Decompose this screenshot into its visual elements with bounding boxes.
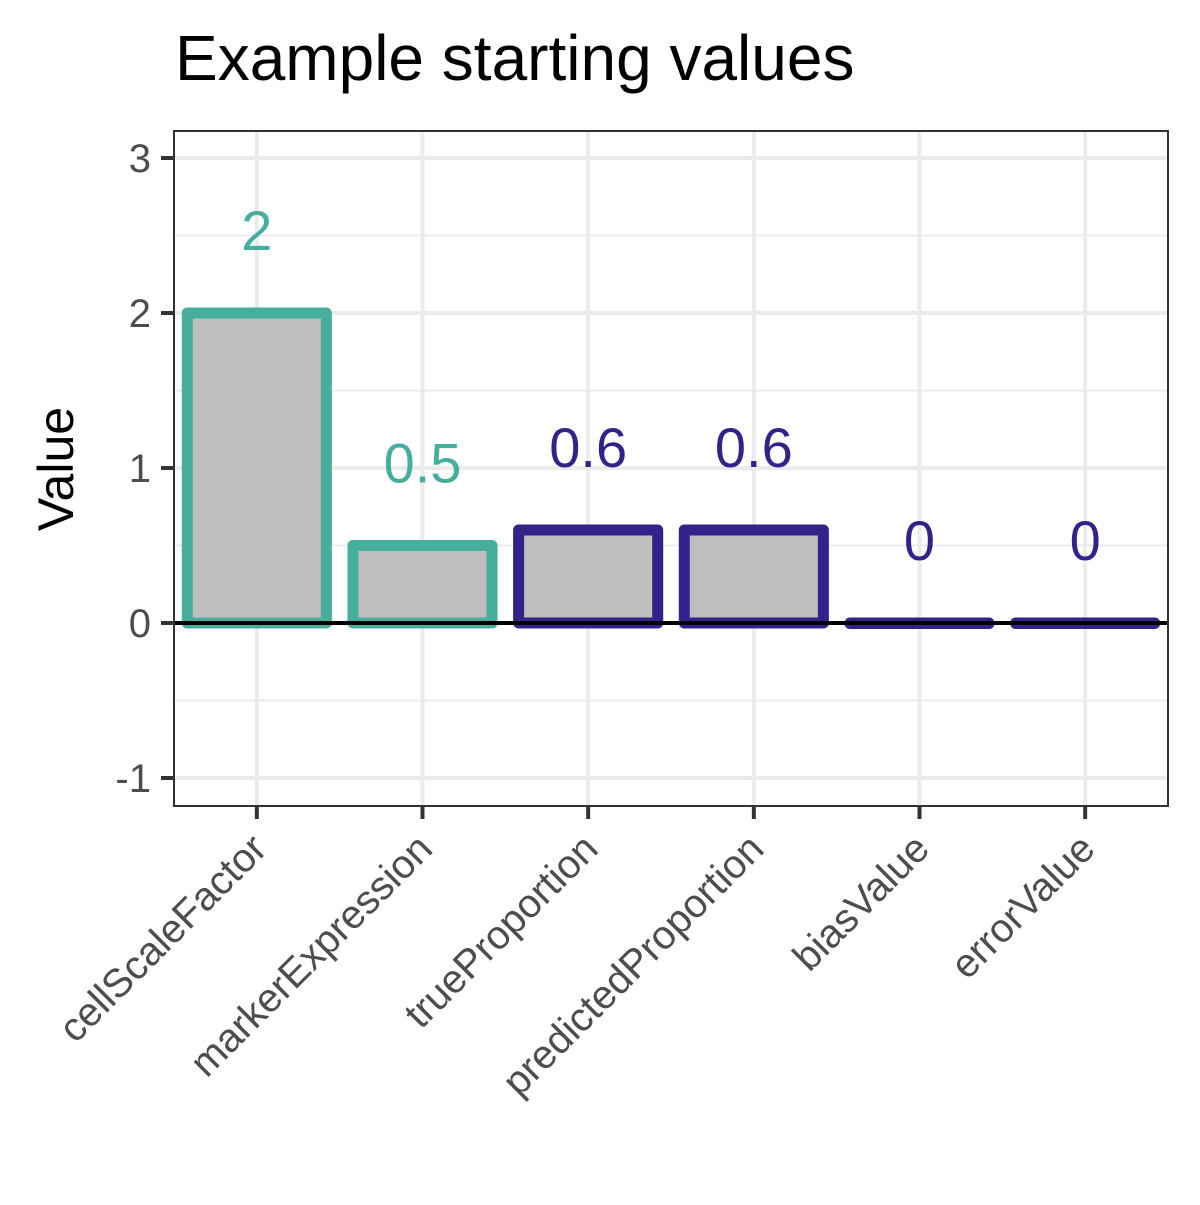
- data-label-errorValue: 0: [1070, 509, 1101, 572]
- y-axis-title: Value: [28, 407, 84, 531]
- bar-predictedProportion: [678, 524, 829, 629]
- y-tick-label: 3: [129, 137, 151, 181]
- bars: [181, 307, 1161, 629]
- bar-trueProportion: [513, 524, 664, 629]
- chart-title: Example starting values: [175, 22, 854, 94]
- y-tick-label: 1: [129, 447, 151, 491]
- data-label-biasValue: 0: [904, 509, 935, 572]
- x-axis: cellScaleFactormarkerExpressiontruePropo…: [51, 806, 1104, 1104]
- y-tick-label: 0: [129, 602, 151, 646]
- data-label-cellScaleFactor: 2: [241, 199, 272, 262]
- data-label-markerExpression: 0.5: [384, 432, 462, 495]
- y-tick-label: 2: [129, 292, 151, 336]
- bar-cellScaleFactor: [181, 307, 332, 629]
- data-label-predictedProportion: 0.6: [715, 416, 793, 479]
- data-labels: 2 0.5 0.6 0.6 0 0: [241, 199, 1100, 572]
- x-tick-label-biasValue: biasValue: [785, 826, 938, 979]
- bar-markerExpression: [347, 540, 498, 629]
- x-tick-label-errorValue: errorValue: [942, 826, 1103, 987]
- y-tick-label: -1: [115, 757, 151, 801]
- data-label-trueProportion: 0.6: [549, 416, 627, 479]
- y-axis: -1 0 1 2 3: [115, 137, 174, 801]
